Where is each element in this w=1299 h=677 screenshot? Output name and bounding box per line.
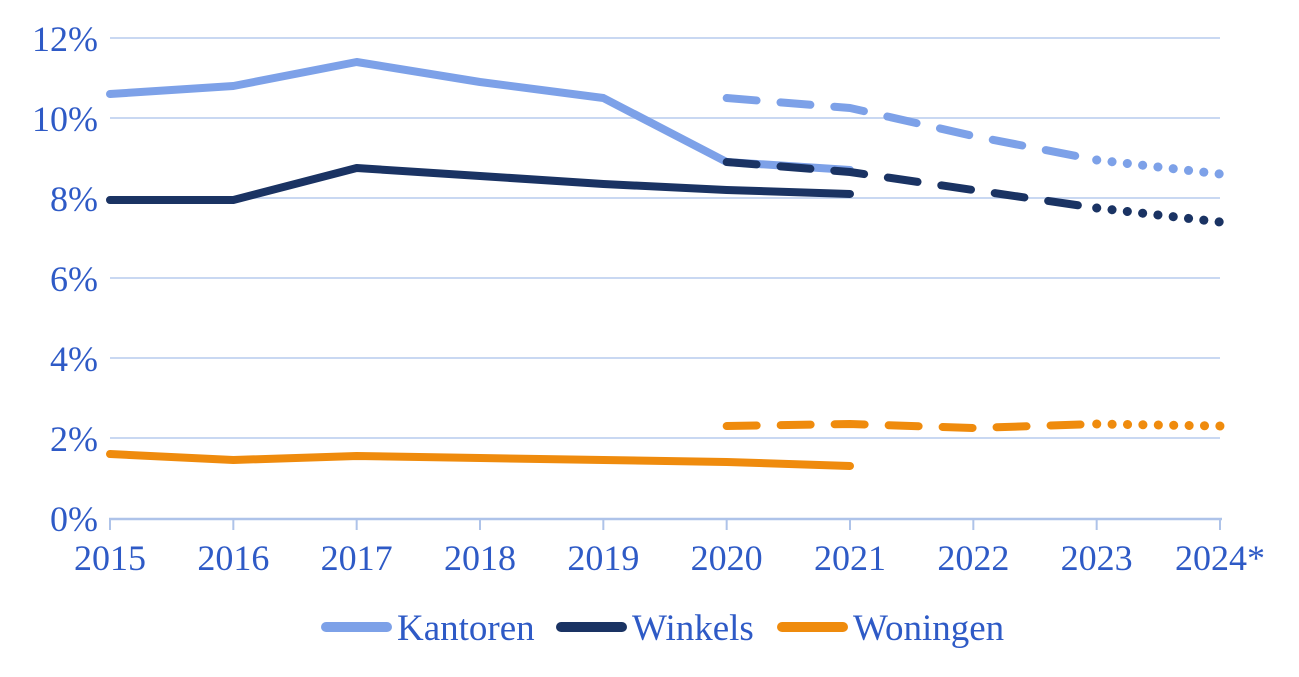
x-tick-label-2023: 2023 <box>1061 538 1133 578</box>
woningen-dashed-line <box>722 420 1101 432</box>
y-tick-label-2%: 2% <box>50 419 98 459</box>
x-tick-label-2024*: 2024* <box>1175 538 1265 578</box>
kantoren-solid-line <box>106 58 854 174</box>
y-tick-label-8%: 8% <box>50 179 98 219</box>
woningen-solid-line <box>106 450 854 470</box>
x-tick-label-2022: 2022 <box>937 538 1009 578</box>
woningen-dotted-line <box>1092 419 1225 431</box>
legend-label-woningen: Woningen <box>853 608 1004 649</box>
x-tick-label-2020: 2020 <box>691 538 763 578</box>
kantoren-dashed-line <box>722 94 1101 164</box>
y-tick-label-10%: 10% <box>32 99 98 139</box>
y-tick-label-12%: 12% <box>32 19 98 59</box>
x-tick-label-2016: 2016 <box>197 538 269 578</box>
winkels-solid-line <box>106 164 854 204</box>
kantoren-dotted-line <box>1092 155 1225 179</box>
y-tick-label-4%: 4% <box>50 339 98 379</box>
x-tick-label-2019: 2019 <box>567 538 639 578</box>
y-tick-label-0%: 0% <box>50 499 98 539</box>
winkels-dashed-line <box>722 158 1101 212</box>
legend: Kantoren Winkels Woningen <box>321 608 1004 649</box>
plot-area: 2015 2016 2017 2018 2019 2020 2021 2022 2023 2024… <box>32 19 1265 578</box>
x-tick-label-2018: 2018 <box>444 538 516 578</box>
legend-label-kantoren: Kantoren <box>397 608 535 649</box>
winkels-dotted-line <box>1092 203 1225 227</box>
x-tick-label-2015: 2015 <box>74 538 146 578</box>
x-tick-label-2017: 2017 <box>321 538 393 578</box>
y-tick-label-6%: 6% <box>50 259 98 299</box>
legend-label-winkels: Winkels <box>632 608 754 649</box>
x-tick-label-2021: 2021 <box>814 538 886 578</box>
